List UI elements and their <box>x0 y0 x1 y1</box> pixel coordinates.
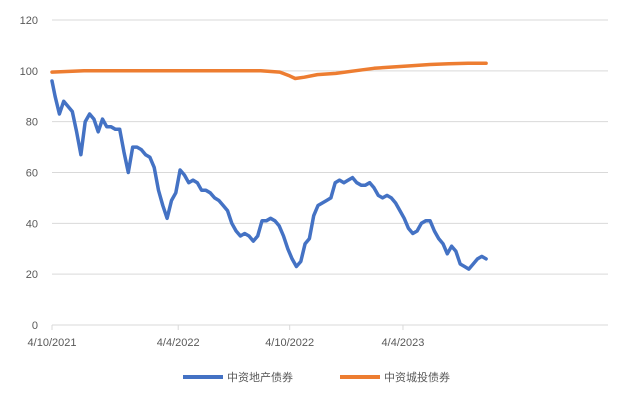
legend: 中资地产债券 中资城投债券 <box>183 370 450 384</box>
x-tick-label: 4/10/2021 <box>28 337 77 349</box>
y-tick-label: 60 <box>26 168 38 180</box>
series-lines <box>50 61 488 271</box>
y-tick-label: 20 <box>26 269 38 281</box>
y-tick-label: 40 <box>26 218 38 230</box>
legend-label-1: 中资地产债券 <box>227 370 293 384</box>
y-tick-label: 120 <box>20 15 38 27</box>
y-tick-label: 100 <box>20 66 38 78</box>
x-tick-label: 4/4/2023 <box>382 337 425 349</box>
x-tick-label: 4/4/2022 <box>157 337 200 349</box>
y-tick-label: 0 <box>32 320 38 332</box>
legend-label-2: 中资城投债券 <box>384 370 450 384</box>
x-tick-label: 4/10/2022 <box>265 337 314 349</box>
series-line-1 <box>50 79 488 271</box>
series-line-2 <box>50 61 488 81</box>
x-axis-ticks: 4/10/2021 4/4/2022 4/10/2022 4/4/2023 <box>28 325 425 349</box>
y-tick-label: 80 <box>26 117 38 129</box>
y-axis-ticks: 0 20 40 60 80 100 120 <box>20 15 38 332</box>
